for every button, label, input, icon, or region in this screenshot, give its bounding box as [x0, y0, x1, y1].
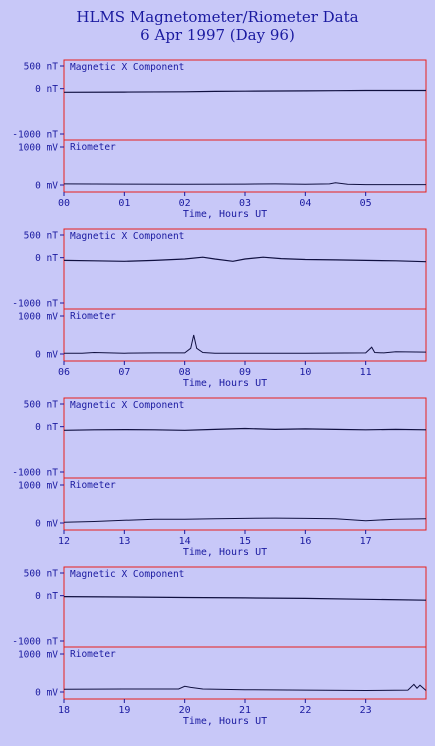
mag-x-series-line [63, 596, 427, 601]
mag-x-series-line [63, 89, 426, 93]
x-tick-label: 23 [360, 705, 372, 716]
riometer-y-tick-label: 1000 mV [18, 481, 58, 492]
x-tick-label: 01 [118, 198, 130, 209]
riometer-panel-frame [63, 646, 427, 700]
mag-panel-label: Magnetic X Component [70, 231, 184, 242]
riometer-y-tick-label: 0 mV [35, 688, 58, 699]
mag-y-tick-label: 500 nT [24, 569, 59, 580]
riometer-series-line [63, 683, 427, 692]
x-tick-label: 02 [179, 198, 191, 209]
riometer-y-tick-label: 0 mV [35, 519, 58, 530]
x-tick-label: 22 [299, 705, 311, 716]
mag-y-tick-label: 500 nT [24, 231, 59, 242]
riometer-y-tick-label: 1000 mV [18, 143, 58, 154]
x-tick-label: 15 [239, 536, 251, 547]
mag-y-tick-label: -1000 nT [12, 468, 58, 479]
x-tick-label: 19 [118, 705, 130, 716]
mag-y-tick-label: -1000 nT [12, 130, 58, 141]
mag-y-tick-label: 500 nT [24, 62, 59, 73]
x-tick-label: 10 [299, 367, 311, 378]
x-tick-label: 00 [58, 198, 70, 209]
chart-title: HLMS Magnetometer/Riometer Data [76, 8, 359, 26]
x-tick-label: 09 [239, 367, 251, 378]
mag-y-tick-label: 0 nT [35, 591, 58, 602]
riometer-series-line [63, 182, 426, 186]
mag-x-series-line [63, 256, 427, 263]
x-axis-label: Time, Hours UT [183, 378, 267, 389]
x-tick-label: 08 [179, 367, 191, 378]
x-axis-label: Time, Hours UT [183, 209, 267, 220]
riometer-y-tick-label: 1000 mV [18, 312, 58, 323]
mag-y-tick-label: 0 nT [35, 422, 58, 433]
x-tick-label: 04 [299, 198, 311, 209]
mag-y-tick-label: -1000 nT [12, 637, 58, 648]
x-tick-label: 13 [118, 536, 130, 547]
riometer-y-tick-label: 0 mV [35, 350, 58, 361]
mag-panel-label: Magnetic X Component [70, 569, 184, 580]
riometer-panel-label: Riometer [70, 480, 116, 491]
x-axis-label: Time, Hours UT [183, 716, 267, 727]
x-tick-label: 17 [360, 536, 372, 547]
x-tick-label: 12 [58, 536, 70, 547]
x-tick-label: 06 [58, 367, 70, 378]
riometer-panel-label: Riometer [70, 649, 116, 660]
x-tick-label: 05 [360, 198, 372, 209]
x-tick-label: 21 [239, 705, 251, 716]
mag-panel-label: Magnetic X Component [70, 400, 184, 411]
riometer-y-tick-label: 0 mV [35, 181, 58, 192]
x-tick-label: 07 [118, 367, 130, 378]
x-tick-label: 11 [360, 367, 372, 378]
riometer-y-tick-label: 1000 mV [18, 650, 58, 661]
riometer-series-line [64, 334, 427, 354]
riometer-panel-label: Riometer [70, 311, 116, 322]
mag-y-tick-label: 0 nT [35, 253, 58, 264]
x-tick-label: 16 [299, 536, 311, 547]
riometer-panel-label: Riometer [70, 142, 116, 153]
mag-panel-label: Magnetic X Component [70, 62, 184, 73]
x-tick-label: 03 [239, 198, 251, 209]
riometer-panel-frame [63, 477, 427, 531]
x-axis-label: Time, Hours UT [183, 547, 267, 558]
x-tick-label: 18 [58, 705, 70, 716]
mag-y-tick-label: -1000 nT [12, 299, 58, 310]
x-tick-label: 20 [179, 705, 191, 716]
mag-x-series-line [63, 427, 427, 431]
mag-y-tick-label: 500 nT [24, 400, 59, 411]
chart-subtitle: 6 Apr 1997 (Day 96) [140, 26, 295, 44]
x-tick-label: 14 [179, 536, 191, 547]
mag-y-tick-label: 0 nT [35, 84, 58, 95]
riometer-series-line [63, 517, 427, 523]
